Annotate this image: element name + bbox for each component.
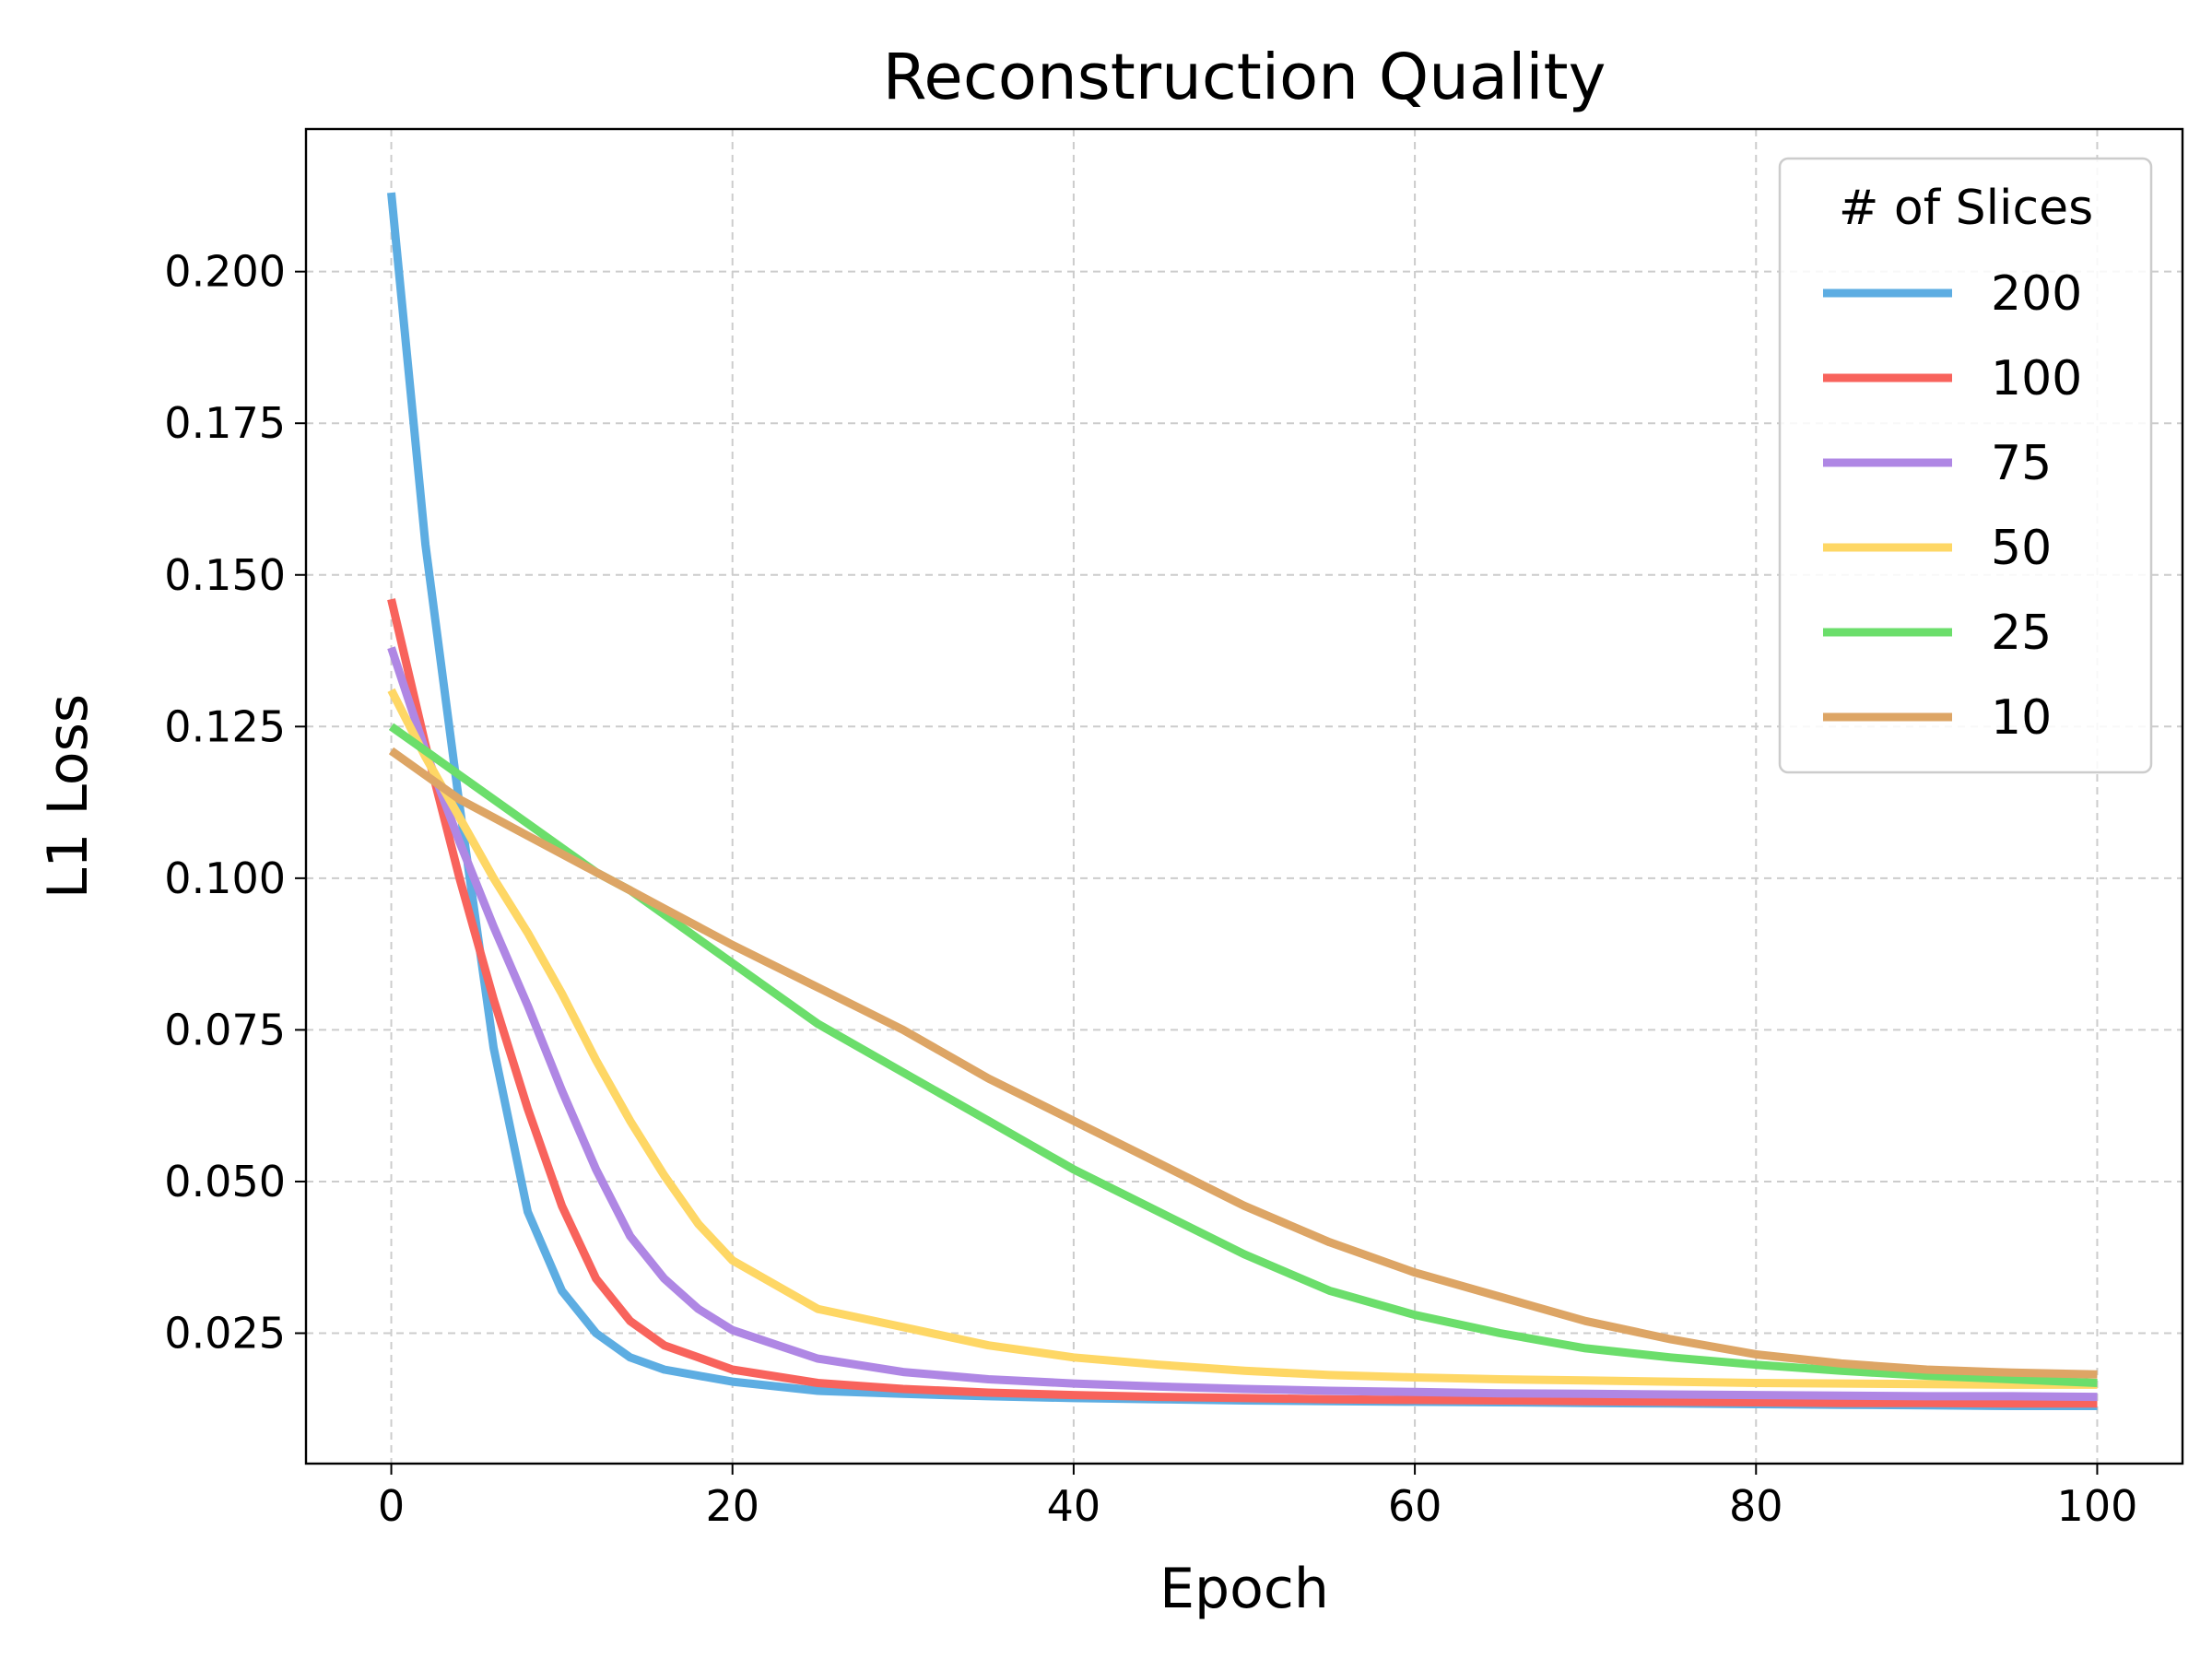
x-tick-label: 60 <box>1388 1481 1442 1531</box>
x-tick-label: 0 <box>378 1481 405 1531</box>
series-line-25 <box>388 723 2098 1387</box>
y-tick-label: 0.200 <box>164 247 286 297</box>
x-axis-label: Epoch <box>1159 1557 1329 1621</box>
y-tick-label: 0.175 <box>164 398 286 448</box>
chart-title: Reconstruction Quality <box>883 41 1606 114</box>
legend-label-50: 50 <box>1991 521 2052 576</box>
y-tick-label: 0.025 <box>164 1308 286 1358</box>
series-lines <box>387 192 2098 1410</box>
x-tick-label: 20 <box>705 1481 759 1531</box>
x-tick-label: 80 <box>1729 1481 1783 1531</box>
plot-frame <box>304 127 2184 1465</box>
series-line-50 <box>387 688 2098 1389</box>
legend-box <box>1778 157 2153 774</box>
legend-label-25: 25 <box>1991 606 2052 661</box>
series-line-75 <box>387 646 2098 1402</box>
legend-label-75: 75 <box>1991 436 2052 491</box>
y-tick-label: 0.050 <box>164 1157 286 1206</box>
series-line-10 <box>388 747 2098 1379</box>
legend-label-200: 200 <box>1991 266 2082 322</box>
y-tick-label: 0.125 <box>164 701 286 751</box>
legend-entries: 200 100 75 50 25 10 <box>1823 266 2082 746</box>
x-tick-label: 40 <box>1047 1481 1101 1531</box>
series-line-100 <box>387 598 2098 1408</box>
y-tick-label: 0.100 <box>164 853 286 903</box>
legend-label-100: 100 <box>1991 351 2082 406</box>
y-tick-label: 0.075 <box>164 1005 286 1054</box>
y-axis-ticks: 0.025 0.050 0.075 0.100 0.125 0.150 0.175 0.200 <box>164 247 306 1358</box>
y-tick-label: 0.150 <box>164 550 286 600</box>
x-axis-ticks: 0 20 40 60 80 100 <box>378 1464 2137 1531</box>
legend-title: # of Slices <box>1839 181 2093 236</box>
y-axis-label: L1 Loss <box>36 694 100 899</box>
legend: # of Slices 200 100 75 50 25 10 <box>1778 157 2153 774</box>
legend-label-10: 10 <box>1991 690 2052 746</box>
x-tick-label: 100 <box>2057 1481 2138 1531</box>
